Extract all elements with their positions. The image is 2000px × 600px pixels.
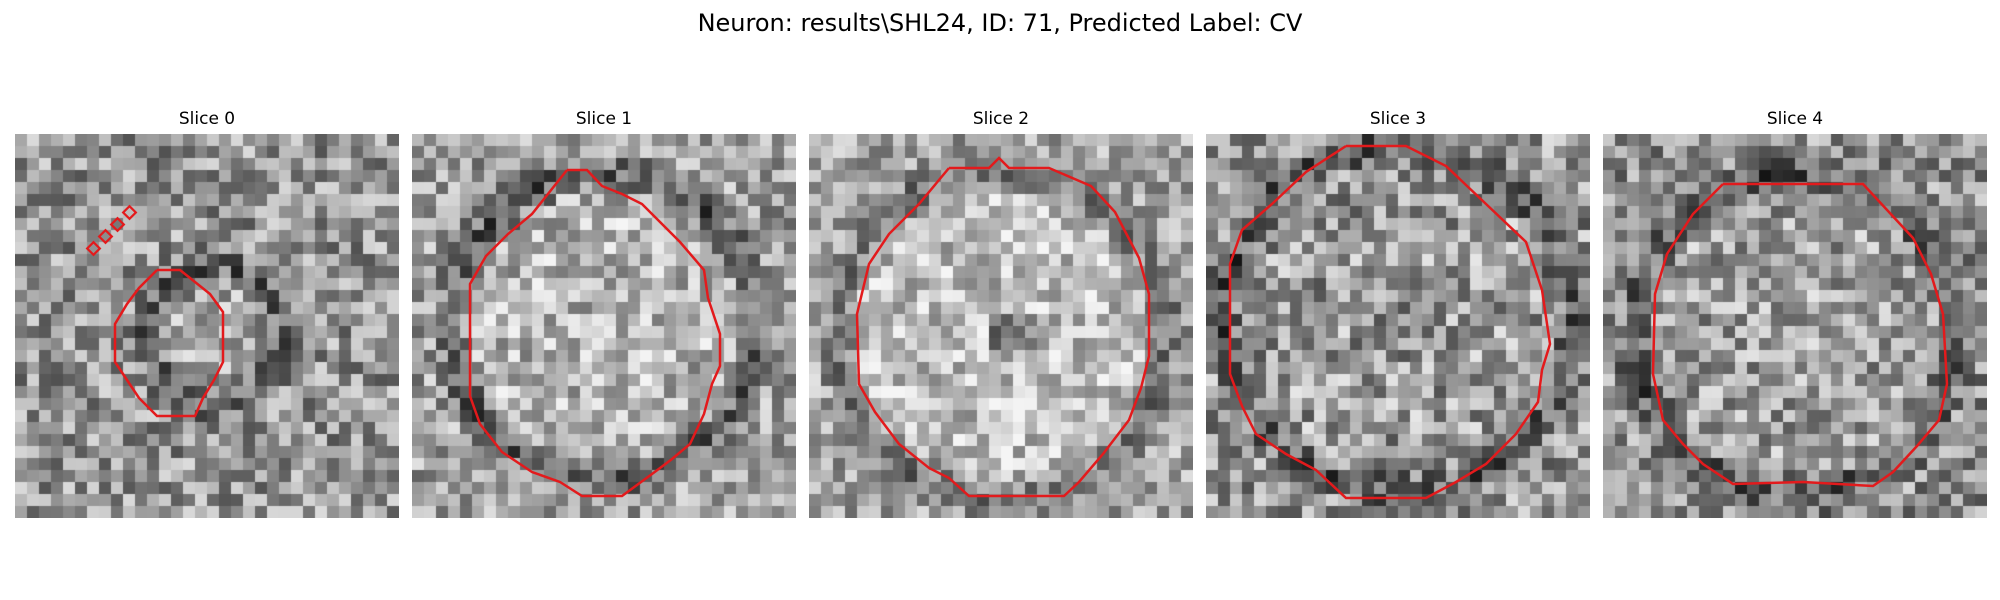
roi-overlay <box>855 156 1151 498</box>
slice-image <box>809 134 1193 518</box>
roi-marker <box>121 204 138 221</box>
slice-panel-3: Slice 3 <box>1206 108 1590 518</box>
slice-image <box>1603 134 1987 518</box>
figure-title: Neuron: results\SHL24, ID: 71, Predicted… <box>697 9 1303 37</box>
slice-title: Slice 0 <box>178 109 236 129</box>
roi-overlay <box>1651 182 1949 488</box>
slice-image <box>1206 134 1590 518</box>
slice-panel-0: Slice 0 <box>15 108 399 518</box>
roi-outline <box>1228 144 1552 500</box>
slice-title: Slice 4 <box>1766 109 1824 129</box>
roi-outline <box>468 168 722 498</box>
slice-panel-2: Slice 2 <box>809 108 1193 518</box>
roi-outline <box>113 268 225 418</box>
slice-image <box>15 134 399 518</box>
roi-outline <box>855 156 1151 498</box>
slice-panel-1: Slice 1 <box>412 108 796 518</box>
slice-panel-4: Slice 4 <box>1603 108 1987 518</box>
slice-title: Slice 1 <box>575 109 633 129</box>
slice-title: Slice 3 <box>1369 109 1427 129</box>
roi-overlay <box>85 204 225 418</box>
roi-marker <box>97 228 114 245</box>
roi-outline <box>1651 182 1949 488</box>
roi-marker <box>109 216 126 233</box>
slice-image <box>412 134 796 518</box>
roi-overlay <box>468 168 722 498</box>
roi-overlay <box>1228 144 1552 500</box>
roi-marker <box>85 240 102 257</box>
slice-title: Slice 2 <box>972 109 1030 129</box>
